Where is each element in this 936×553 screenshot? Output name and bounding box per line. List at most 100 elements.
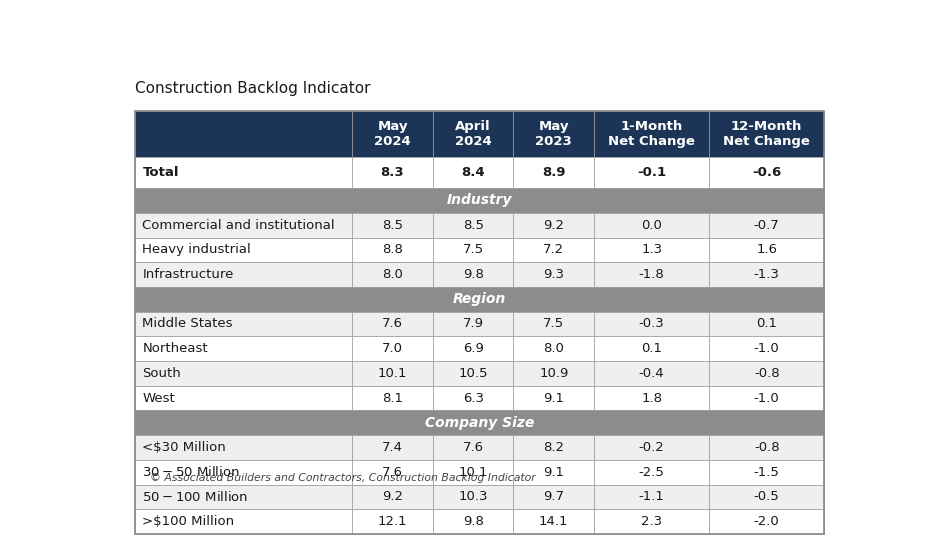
Text: May
2024: May 2024 [374,120,411,148]
Bar [352,262,432,287]
Text: Industry: Industry [447,194,512,207]
Text: 7.6: 7.6 [382,466,403,479]
Bar [135,287,825,312]
Text: 12.1: 12.1 [378,515,407,528]
Bar [594,435,709,460]
Text: 10.1: 10.1 [378,367,407,380]
Bar [135,213,352,238]
Bar [709,509,825,534]
Bar [135,460,352,484]
Bar [594,484,709,509]
Bar [352,484,432,509]
Bar [709,460,825,484]
Bar [514,435,594,460]
Bar [432,157,514,188]
Bar [352,111,432,157]
Text: $30-$50 Million: $30-$50 Million [142,465,241,479]
Text: 7.0: 7.0 [382,342,403,355]
Text: Middle States: Middle States [142,317,233,331]
Bar [514,386,594,410]
Text: >$100 Million: >$100 Million [142,515,235,528]
Text: Region: Region [453,293,506,306]
Bar [709,484,825,509]
Text: Construction Backlog Indicator: Construction Backlog Indicator [135,81,371,96]
Text: -1.8: -1.8 [638,268,665,281]
Bar [514,238,594,262]
Text: 14.1: 14.1 [539,515,568,528]
Bar [135,386,352,410]
Bar [135,509,352,534]
Text: 7.9: 7.9 [462,317,484,331]
Text: 9.2: 9.2 [543,218,564,232]
Text: -1.0: -1.0 [753,342,780,355]
Bar [709,262,825,287]
Bar [352,435,432,460]
Bar [594,262,709,287]
Bar [135,188,825,213]
Bar [594,460,709,484]
Bar [514,484,594,509]
Text: South: South [142,367,182,380]
Text: -0.4: -0.4 [639,367,665,380]
Bar [594,312,709,336]
Text: 1.8: 1.8 [641,392,662,405]
Text: 7.2: 7.2 [543,243,564,257]
Bar [352,460,432,484]
Bar [709,213,825,238]
Bar [432,213,514,238]
Bar [135,336,352,361]
Text: 7.5: 7.5 [462,243,484,257]
Text: 8.8: 8.8 [382,243,403,257]
Text: -0.8: -0.8 [753,367,780,380]
Text: 7.6: 7.6 [462,441,484,454]
Text: 8.5: 8.5 [382,218,403,232]
Bar [135,361,352,386]
Text: -0.6: -0.6 [753,166,782,179]
Text: -0.2: -0.2 [638,441,665,454]
Text: -1.1: -1.1 [638,491,665,503]
Bar [135,111,352,157]
Bar [709,435,825,460]
Bar [352,336,432,361]
Bar [594,509,709,534]
Text: -0.8: -0.8 [753,441,780,454]
Text: -2.0: -2.0 [753,515,780,528]
Text: 0.0: 0.0 [641,218,662,232]
Text: Commercial and institutional: Commercial and institutional [142,218,335,232]
Bar [514,336,594,361]
Bar [432,386,514,410]
Bar [514,460,594,484]
Text: 10.1: 10.1 [459,466,488,479]
Text: Northeast: Northeast [142,342,208,355]
Text: -0.1: -0.1 [637,166,666,179]
Bar [432,460,514,484]
Text: 7.6: 7.6 [382,317,403,331]
Text: -0.5: -0.5 [753,491,780,503]
Text: -0.3: -0.3 [638,317,665,331]
Bar [352,312,432,336]
Bar [135,262,352,287]
Text: 8.2: 8.2 [543,441,564,454]
Bar [594,386,709,410]
Bar [432,238,514,262]
Bar [352,386,432,410]
Bar [432,435,514,460]
Bar [709,386,825,410]
Bar [709,157,825,188]
Text: Company Size: Company Size [425,416,534,430]
Text: 9.1: 9.1 [543,392,564,405]
Text: 2.3: 2.3 [641,515,662,528]
Text: 9.1: 9.1 [543,466,564,479]
Text: 1.3: 1.3 [641,243,662,257]
Text: 9.8: 9.8 [462,515,484,528]
Bar [514,157,594,188]
Bar [594,336,709,361]
Text: 1-Month
Net Change: 1-Month Net Change [608,120,695,148]
Bar [352,213,432,238]
Text: 12-Month
Net Change: 12-Month Net Change [724,120,811,148]
Text: 8.4: 8.4 [461,166,485,179]
Bar [432,262,514,287]
Bar [135,484,352,509]
Bar [709,238,825,262]
Text: Infrastructure: Infrastructure [142,268,234,281]
